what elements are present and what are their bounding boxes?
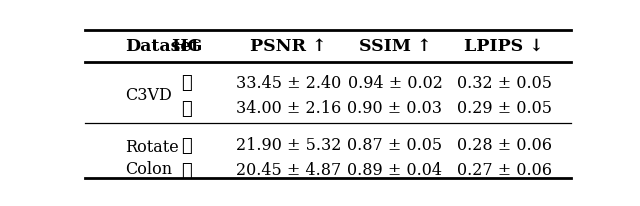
Text: 0.27 ± 0.06: 0.27 ± 0.06	[456, 161, 552, 178]
Text: LPIPS ↓: LPIPS ↓	[464, 38, 544, 55]
Text: 20.45 ± 4.87: 20.45 ± 4.87	[236, 161, 341, 178]
Text: ✗: ✗	[181, 74, 192, 92]
Text: ✓: ✓	[181, 99, 192, 117]
Text: SSIM ↑: SSIM ↑	[358, 38, 431, 55]
Text: 0.94 ± 0.02: 0.94 ± 0.02	[348, 74, 442, 91]
Text: PSNR ↑: PSNR ↑	[250, 38, 326, 55]
Text: C3VD: C3VD	[125, 87, 172, 104]
Text: ✗: ✗	[181, 136, 192, 154]
Text: 33.45 ± 2.40: 33.45 ± 2.40	[236, 74, 341, 91]
Text: 0.32 ± 0.05: 0.32 ± 0.05	[456, 74, 552, 91]
Text: Dataset: Dataset	[125, 38, 199, 55]
Text: 34.00 ± 2.16: 34.00 ± 2.16	[236, 99, 341, 116]
Text: 0.29 ± 0.05: 0.29 ± 0.05	[456, 99, 552, 116]
Text: 0.87 ± 0.05: 0.87 ± 0.05	[348, 137, 442, 154]
Text: ✓: ✓	[181, 161, 192, 179]
Text: 0.90 ± 0.03: 0.90 ± 0.03	[348, 99, 442, 116]
Text: Rotate
Colon: Rotate Colon	[125, 138, 179, 177]
Text: HG: HG	[171, 38, 202, 55]
Text: 0.28 ± 0.06: 0.28 ± 0.06	[456, 137, 552, 154]
Text: 0.89 ± 0.04: 0.89 ± 0.04	[348, 161, 442, 178]
Text: 21.90 ± 5.32: 21.90 ± 5.32	[236, 137, 341, 154]
